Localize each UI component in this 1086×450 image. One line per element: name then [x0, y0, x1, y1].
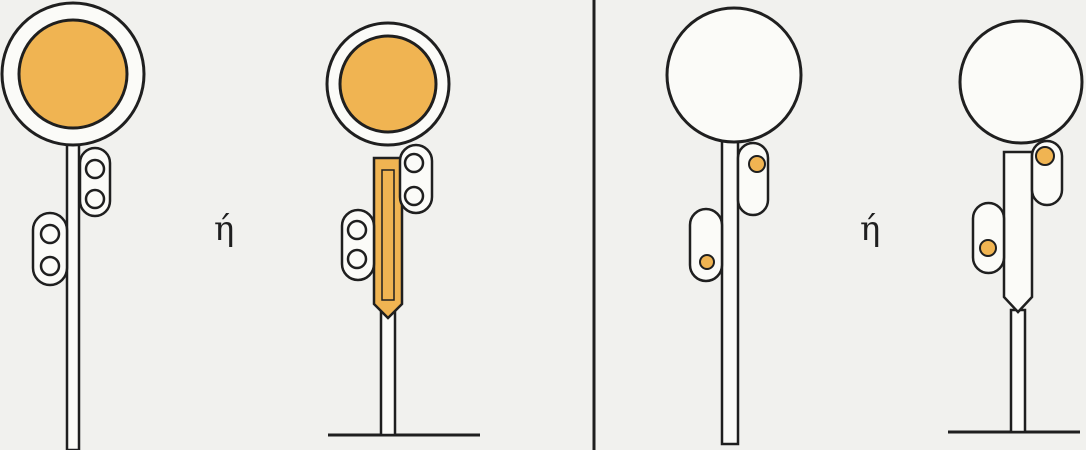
- signal-3-post: [720, 130, 740, 446]
- signal-2-lower-lamp-bottom: [346, 248, 368, 270]
- signal-4-disc: [958, 19, 1084, 145]
- or-label-left: ή: [214, 209, 235, 249]
- signal-1-upper-lamp-top: [84, 158, 106, 180]
- signal-2-disc-face: [338, 34, 438, 134]
- signal-2-amber-shield: [372, 156, 404, 320]
- signal-2-upper-lamp-bottom: [403, 185, 425, 207]
- signal-3-upper-lamp-lit: [748, 155, 766, 173]
- signal-2-upper-lamp-top: [403, 152, 425, 174]
- signal-4-lower-lamp-case: [971, 201, 1006, 275]
- signal-2-post: [379, 303, 397, 437]
- signal-4-upper-lamp-lit: [1035, 146, 1055, 166]
- signal-2-shield-inner-stripe: [381, 169, 395, 301]
- signal-1-lower-lamp-bottom: [39, 255, 61, 277]
- signal-4-post: [1009, 308, 1027, 434]
- signal-4-lower-lamp-lit: [979, 239, 997, 257]
- signal-1-amber-disc-low: [0, 1, 146, 450]
- signal-3-white-disc-low: [665, 6, 803, 446]
- signal-4-white-disc-ground: [948, 19, 1084, 434]
- signal-1-upper-lamp-bottom: [84, 188, 106, 210]
- signal-1-disc-face: [17, 18, 129, 130]
- or-label-right: ή: [860, 209, 881, 249]
- signal-4-white-shield: [1002, 150, 1034, 314]
- signal-2-amber-disc-ground: [325, 21, 480, 437]
- signal-3-lower-lamp-case: [688, 207, 724, 283]
- signal-1-lower-lamp-top: [39, 223, 61, 245]
- signal-3-upper-lamp-case: [736, 141, 770, 217]
- signal-1-post: [65, 136, 81, 450]
- signal-3-lower-lamp-lit: [699, 254, 715, 270]
- signal-2-lower-lamp-top: [346, 219, 368, 241]
- signal-3-disc: [665, 6, 803, 144]
